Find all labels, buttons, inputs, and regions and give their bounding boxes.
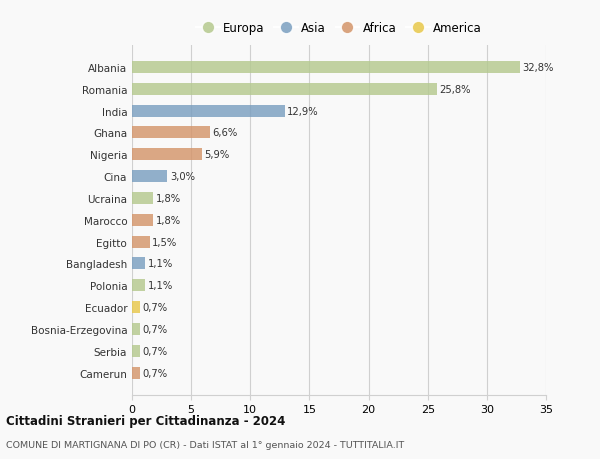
Text: 1,8%: 1,8% — [155, 194, 181, 203]
Text: 1,5%: 1,5% — [152, 237, 178, 247]
Text: 12,9%: 12,9% — [287, 106, 319, 116]
Text: 1,1%: 1,1% — [148, 281, 173, 291]
Bar — [132, 236, 150, 248]
Bar — [132, 106, 284, 118]
Bar — [132, 84, 437, 95]
Text: Cittadini Stranieri per Cittadinanza - 2024: Cittadini Stranieri per Cittadinanza - 2… — [6, 414, 286, 428]
Bar — [132, 192, 153, 205]
Text: 3,0%: 3,0% — [170, 172, 195, 182]
Bar — [132, 258, 145, 270]
Bar — [132, 171, 167, 183]
Bar — [132, 323, 140, 335]
Text: 0,7%: 0,7% — [143, 325, 168, 334]
Bar — [132, 62, 520, 74]
Bar — [132, 367, 140, 379]
Bar — [132, 214, 153, 226]
Text: 0,7%: 0,7% — [143, 302, 168, 313]
Text: 1,1%: 1,1% — [148, 259, 173, 269]
Bar — [132, 149, 202, 161]
Text: 25,8%: 25,8% — [440, 84, 471, 95]
Text: 6,6%: 6,6% — [212, 128, 238, 138]
Text: COMUNE DI MARTIGNANA DI PO (CR) - Dati ISTAT al 1° gennaio 2024 - TUTTITALIA.IT: COMUNE DI MARTIGNANA DI PO (CR) - Dati I… — [6, 441, 404, 449]
Legend: Europa, Asia, Africa, America: Europa, Asia, Africa, America — [191, 17, 487, 39]
Bar — [132, 302, 140, 313]
Text: 0,7%: 0,7% — [143, 368, 168, 378]
Bar — [132, 127, 210, 139]
Bar — [132, 280, 145, 292]
Bar — [132, 345, 140, 357]
Text: 1,8%: 1,8% — [155, 215, 181, 225]
Text: 32,8%: 32,8% — [523, 63, 554, 73]
Text: 5,9%: 5,9% — [204, 150, 229, 160]
Text: 0,7%: 0,7% — [143, 346, 168, 356]
